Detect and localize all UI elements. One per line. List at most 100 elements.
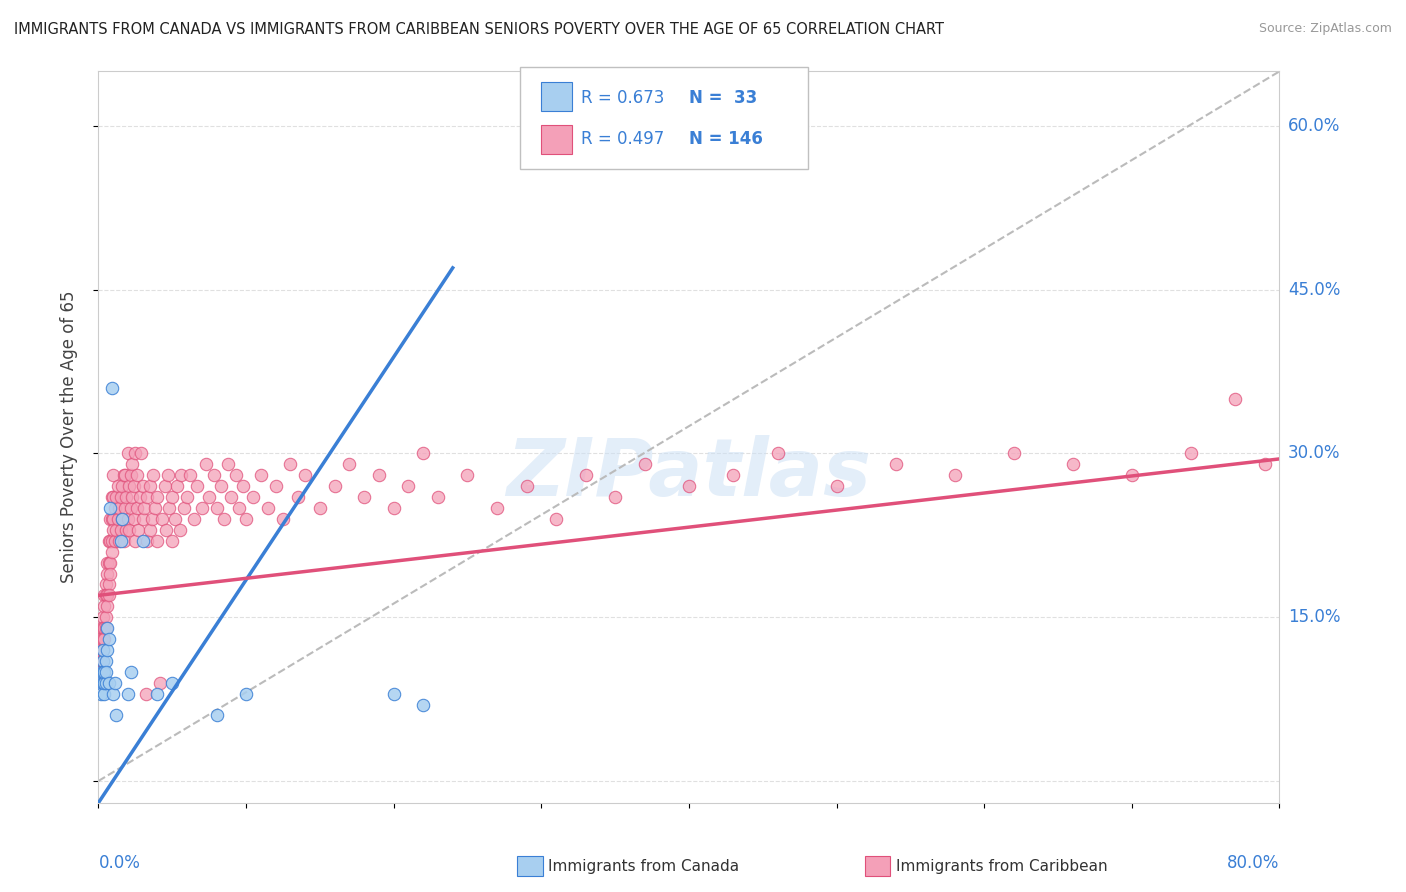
Point [146,687,169,701]
Point [105,708,128,723]
Point [98,533,121,548]
Text: 15.0%: 15.0% [1288,608,1340,626]
Text: Immigrants from Canada: Immigrants from Canada [548,859,740,873]
Point [98,501,121,516]
Point [112,533,135,548]
Point [98,566,121,581]
Point [93,588,115,602]
Point [93,621,115,635]
Point [1180,446,1202,460]
Point [91,621,114,635]
Point [94,610,117,624]
Point [294,468,316,483]
Point [516,479,538,493]
Point [825,479,848,493]
Point [100,381,122,395]
Point [142,468,165,483]
Point [94,621,117,635]
Point [143,501,166,516]
Text: Source: ZipAtlas.com: Source: ZipAtlas.com [1258,22,1392,36]
Point [127,523,149,537]
Point [156,468,179,483]
Point [94,577,117,591]
Point [108,533,131,548]
Point [91,643,114,657]
Point [114,501,136,516]
Point [125,468,148,483]
Point [605,490,627,504]
Point [115,523,138,537]
Point [205,501,228,516]
Point [111,479,134,493]
Point [89,665,111,679]
Point [157,501,180,516]
Point [91,665,114,679]
Point [723,468,745,483]
Point [546,512,568,526]
Point [97,556,120,570]
Point [110,523,132,537]
Point [105,523,128,537]
Point [96,599,118,614]
Point [118,479,141,493]
Point [103,512,125,526]
Point [486,501,509,516]
Point [457,468,479,483]
Point [97,588,120,602]
Point [170,468,193,483]
Point [120,468,142,483]
Point [149,675,172,690]
Point [97,533,120,548]
Point [107,479,129,493]
Point [134,501,156,516]
Point [103,523,125,537]
Point [103,490,125,504]
Text: 0.0%: 0.0% [98,854,141,872]
Point [235,512,257,526]
Point [98,556,121,570]
Point [153,479,176,493]
Point [124,446,146,460]
Point [90,665,112,679]
Point [104,501,127,516]
Point [110,533,132,548]
Point [242,490,264,504]
Point [146,533,169,548]
Point [100,533,122,548]
Point [280,458,302,472]
Point [287,490,309,504]
Point [115,490,138,504]
Point [90,654,112,668]
Point [382,687,405,701]
Point [136,533,159,548]
Point [121,458,143,472]
Point [1002,446,1025,460]
Point [91,632,114,646]
Point [100,512,122,526]
Point [162,675,183,690]
Point [91,610,114,624]
Point [179,468,201,483]
Point [1254,458,1277,472]
Point [250,468,273,483]
Point [221,490,243,504]
Point [139,479,162,493]
Point [162,490,183,504]
Point [125,501,148,516]
Point [309,501,332,516]
Point [412,446,434,460]
Point [117,512,139,526]
Text: R = 0.497: R = 0.497 [581,130,664,148]
Point [766,446,789,460]
Point [176,490,198,504]
Point [93,632,115,646]
Point [122,512,145,526]
Text: ZIPatlas: ZIPatlas [506,434,872,513]
Text: 80.0%: 80.0% [1227,854,1279,872]
Point [104,675,127,690]
Point [93,675,115,690]
Point [94,654,117,668]
Point [150,512,173,526]
Point [141,512,163,526]
Point [93,687,115,701]
